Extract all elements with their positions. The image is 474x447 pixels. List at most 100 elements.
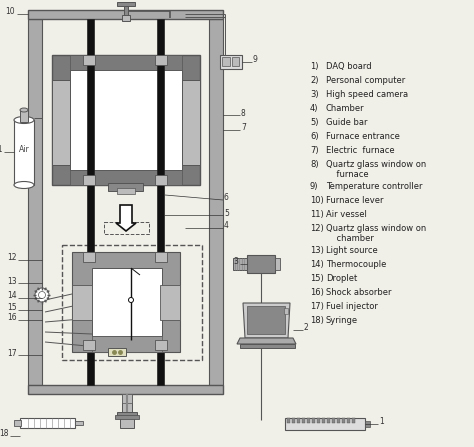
Bar	[307, 418, 310, 423]
Bar	[275, 258, 280, 270]
Text: Shock absorber: Shock absorber	[326, 288, 392, 297]
Bar	[285, 418, 365, 430]
Text: 18: 18	[0, 430, 9, 439]
Bar	[104, 222, 149, 234]
Text: 7): 7)	[310, 146, 319, 155]
Text: Personal computer: Personal computer	[326, 76, 405, 85]
Text: Air vessel: Air vessel	[326, 210, 367, 219]
Bar	[83, 340, 95, 350]
Bar	[83, 55, 95, 65]
Bar	[222, 57, 230, 66]
Text: 2: 2	[304, 324, 309, 333]
Text: 16: 16	[8, 313, 17, 322]
Bar	[155, 55, 167, 65]
Bar	[83, 252, 95, 262]
Bar	[20, 418, 75, 428]
Bar	[240, 344, 295, 348]
Bar	[302, 418, 305, 423]
Circle shape	[128, 298, 134, 303]
Bar	[87, 19, 94, 385]
Bar	[28, 19, 42, 385]
Bar	[247, 255, 275, 273]
Bar	[115, 415, 139, 419]
Text: 17: 17	[8, 349, 17, 358]
Text: Guide bar: Guide bar	[326, 118, 367, 127]
Bar	[20, 110, 28, 122]
Bar	[52, 55, 200, 185]
Text: Fuel injector: Fuel injector	[326, 302, 378, 311]
Bar	[292, 418, 295, 423]
Text: 6): 6)	[310, 132, 319, 141]
Text: 7: 7	[241, 123, 246, 132]
Bar	[220, 55, 242, 69]
Text: 9: 9	[253, 55, 258, 64]
Text: Light source: Light source	[326, 246, 378, 255]
Bar	[322, 418, 325, 423]
Polygon shape	[237, 338, 296, 344]
Bar	[312, 418, 315, 423]
Text: 3: 3	[233, 257, 238, 266]
Bar	[117, 2, 135, 6]
Text: 18): 18)	[310, 316, 324, 325]
Text: Air: Air	[18, 146, 29, 155]
Text: Chamber: Chamber	[326, 104, 365, 113]
Text: 1): 1)	[310, 62, 319, 71]
Bar	[232, 57, 239, 66]
Text: 13: 13	[8, 277, 17, 286]
Bar	[155, 252, 167, 262]
Bar	[28, 10, 223, 19]
Bar	[70, 70, 182, 170]
Text: Thermocouple: Thermocouple	[326, 260, 386, 269]
Text: 8: 8	[241, 109, 246, 118]
Text: 16): 16)	[310, 288, 324, 297]
Text: 5): 5)	[310, 118, 319, 127]
Bar	[284, 308, 288, 314]
Text: 2): 2)	[310, 76, 319, 85]
Bar	[337, 418, 340, 423]
Ellipse shape	[20, 108, 28, 112]
FancyArrow shape	[116, 205, 136, 231]
Text: Quartz glass window on
    furnace: Quartz glass window on furnace	[326, 160, 426, 179]
Bar	[124, 6, 128, 18]
Bar	[233, 258, 247, 270]
Bar	[52, 80, 70, 165]
Bar	[122, 15, 130, 21]
Bar	[347, 418, 350, 423]
Bar	[327, 418, 330, 423]
Text: 9): 9)	[310, 182, 319, 191]
Bar	[117, 412, 137, 418]
Text: 10: 10	[5, 8, 15, 17]
Bar	[83, 175, 95, 185]
Bar	[117, 188, 135, 194]
Text: 17): 17)	[310, 302, 324, 311]
Text: 12: 12	[8, 253, 17, 262]
Bar	[157, 19, 164, 385]
Bar	[365, 421, 370, 427]
Polygon shape	[243, 303, 290, 338]
Text: Furnace entrance: Furnace entrance	[326, 132, 400, 141]
Bar	[247, 306, 285, 334]
Text: 4): 4)	[310, 104, 319, 113]
Text: Electric  furnace: Electric furnace	[326, 146, 395, 155]
Text: 13): 13)	[310, 246, 324, 255]
Bar	[108, 183, 143, 191]
Bar	[14, 120, 34, 185]
Bar	[155, 175, 167, 185]
Text: DAQ board: DAQ board	[326, 62, 372, 71]
Ellipse shape	[14, 117, 34, 123]
Text: 14): 14)	[310, 260, 324, 269]
Bar	[62, 245, 202, 360]
Text: High speed camera: High speed camera	[326, 90, 408, 99]
Bar	[75, 421, 83, 425]
Text: 6: 6	[224, 194, 229, 202]
Bar	[287, 418, 290, 423]
Text: 11): 11)	[310, 210, 324, 219]
Bar	[182, 80, 200, 165]
Text: Furnace lever: Furnace lever	[326, 196, 383, 205]
Text: 15: 15	[8, 304, 17, 312]
Text: 15): 15)	[310, 274, 324, 283]
Bar	[14, 420, 21, 426]
Bar	[92, 336, 162, 352]
Text: 14: 14	[8, 291, 17, 300]
Bar	[92, 268, 162, 336]
